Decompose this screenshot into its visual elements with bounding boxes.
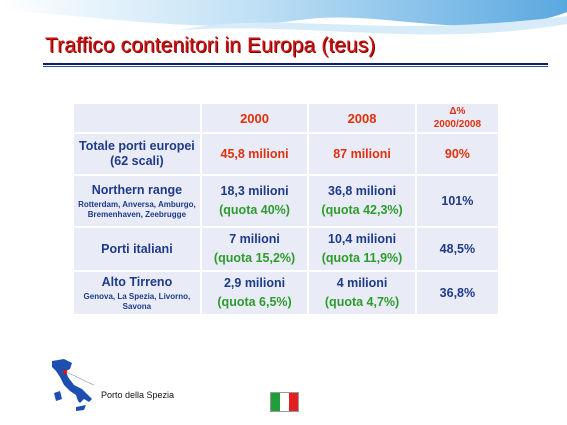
header-wave-decoration [0,0,567,35]
title-underline-thin [43,66,548,67]
traffic-table: 2000 2008 Δ% 2000/2008 Totale porti euro… [72,102,500,316]
value-2000: 7 milioni (quota 15,2%) [201,228,308,270]
italy-map-icon [52,359,95,411]
header-delta: Δ% 2000/2008 [416,104,498,132]
row-label-text: Porti italiani [101,241,173,256]
value-2000: 2,9 milioni (quota 6,5%) [201,272,308,314]
row-label-text: Totale porti europei (62 scali) [79,139,195,168]
value-2008: 87 milioni [309,134,415,174]
value-2008-share: (quota 4,7%) [324,295,400,309]
value-2008: 10,4 milioni (quota 11,9%) [309,228,415,270]
table-row: Northern range Rotterdam, Anversa, Ambur… [74,176,498,226]
header-empty-cell [74,104,200,132]
row-label-text: Alto Tirreno [101,275,173,289]
table-row: Totale porti europei (62 scali) 45,8 mil… [74,134,498,174]
header-delta-period: 2000/2008 [433,119,482,130]
value-2000: 18,3 milioni (quota 40%) [201,176,308,226]
row-label: Porti italiani [74,228,200,270]
delta-value: 90% [416,134,498,174]
value-2008-share: (quota 42,3%) [321,203,403,217]
value-2000: 45,8 milioni [201,134,308,174]
value-2000-share: (quota 40%) [219,203,290,217]
value-2000-share: (quota 15,2%) [213,251,296,265]
value-2000-share: (quota 6,5%) [217,295,292,309]
row-sublabel: Rotterdam, Anversa, Amburgo, Bremenhaven… [78,200,196,219]
header-year-2008: 2008 [309,104,415,132]
value-2000-amount: 7 milioni [229,232,280,246]
delta-value: 48,5% [416,228,498,270]
row-label: Northern range Rotterdam, Anversa, Ambur… [74,176,200,226]
value-2008-share: (quota 11,9%) [321,251,403,265]
value-2000-amount: 2,9 milioni [223,276,286,290]
row-sublabel: Genova, La Spezia, Livorno, Savona [83,292,191,311]
table-row: Porti italiani 7 milioni (quota 15,2%) 1… [74,228,498,270]
slide-title: Traffico contenitori in Europa (teus) [45,34,376,57]
value-2008-amount: 36,8 milioni [328,184,397,198]
italy-flag-icon [270,392,299,412]
title-underline [43,63,548,65]
value-2000-amount: 18,3 milioni [220,184,289,198]
value-2008: 36,8 milioni (quota 42,3%) [309,176,415,226]
value-2008: 4 milioni (quota 4,7%) [309,272,415,314]
header-year-2000: 2000 [201,104,308,132]
delta-value: 101% [416,176,498,226]
table-row: Alto Tirreno Genova, La Spezia, Livorno,… [74,272,498,314]
header-delta-symbol: Δ% [449,106,466,117]
flag-white-band [280,393,289,411]
delta-value: 36,8% [416,272,498,314]
value-2008-amount: 4 milioni [336,276,388,290]
flag-red-band [289,393,298,411]
flag-green-band [271,393,280,411]
row-label: Alto Tirreno Genova, La Spezia, Livorno,… [74,272,200,314]
row-label-text: Northern range [91,183,183,197]
table-header-row: 2000 2008 Δ% 2000/2008 [74,104,498,132]
port-location-dot [62,369,68,375]
value-2008-amount: 10,4 milioni [328,232,397,246]
row-label: Totale porti europei (62 scali) [74,134,200,174]
port-label: Porto della Spezia [101,390,175,400]
